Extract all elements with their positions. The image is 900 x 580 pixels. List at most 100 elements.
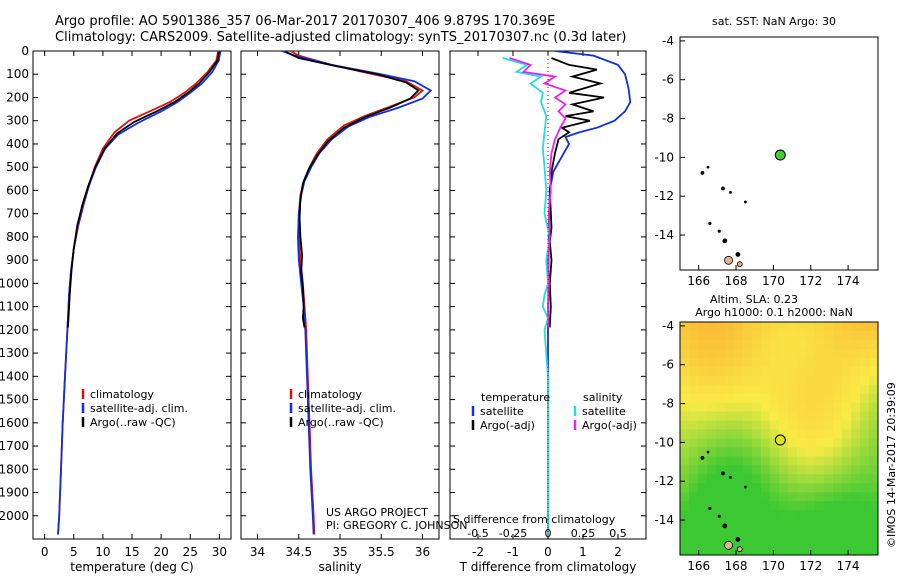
heat-cell: [797, 402, 807, 413]
heat-cell: [689, 438, 699, 449]
heat-cell: [752, 510, 762, 520]
heat-cell: [860, 438, 870, 449]
heat-cell: [761, 357, 771, 368]
heat-cell: [752, 546, 762, 555]
heat-cell: [860, 510, 870, 520]
heat-cell: [680, 465, 690, 475]
heat-cell: [806, 339, 816, 350]
heat-cell: [797, 348, 807, 359]
heat-cell: [734, 375, 744, 386]
heat-cell: [797, 420, 807, 431]
heat-cell: [716, 429, 726, 440]
legend-label: Argo(..raw -QC): [90, 416, 176, 429]
heat-cell: [797, 465, 807, 475]
heat-cell: [833, 322, 843, 332]
heat-cell: [806, 528, 816, 538]
heat-cell: [734, 528, 744, 538]
heat-cell: [734, 537, 744, 547]
heat-cell: [689, 420, 699, 431]
heat-cell: [842, 528, 852, 538]
heat-cell: [752, 393, 762, 404]
heat-cell: [815, 402, 825, 413]
heat-cell: [707, 474, 717, 484]
heat-cell: [725, 322, 735, 332]
heat-cell: [752, 492, 762, 502]
legend-label: satellite-adj. clim.: [90, 402, 188, 415]
heat-cell: [680, 429, 690, 440]
heat-cell: [743, 357, 753, 368]
sla_map-ytick-label: -8: [662, 397, 674, 411]
heat-cell: [860, 402, 870, 413]
heat-cell: [860, 366, 870, 377]
heat-cell: [824, 438, 834, 449]
heat-cell: [698, 474, 708, 484]
sst_map-ytick-label: -4: [662, 34, 674, 48]
heat-cell: [860, 474, 870, 484]
heat-cell: [698, 546, 708, 555]
heat-cell: [770, 411, 780, 422]
heat-cell: [815, 447, 825, 458]
heat-cell: [797, 519, 807, 529]
heat-cell: [824, 501, 834, 511]
heat-cell: [833, 384, 843, 395]
salinity-frame: [240, 50, 440, 540]
heat-cell: [806, 438, 816, 449]
heat-cell: [797, 501, 807, 511]
heat-cell: [770, 537, 780, 547]
heat-cell: [860, 429, 870, 440]
temperature-xtick-label: 0: [41, 545, 49, 559]
heat-cell: [716, 357, 726, 368]
heat-cell: [797, 546, 807, 555]
depth-tick-label: 1100: [0, 300, 29, 314]
sla_map-xtick-label: 168: [725, 559, 748, 573]
heat-cell: [761, 501, 771, 511]
heat-cell: [743, 465, 753, 475]
heat-cell: [851, 411, 861, 422]
heat-cell: [815, 420, 825, 431]
salinity-diff-label: S difference from climatology: [453, 513, 616, 526]
heat-cell: [725, 420, 735, 431]
heat-cell: [851, 537, 861, 547]
heat-cell: [815, 366, 825, 377]
heat-cell: [689, 519, 699, 529]
heat-cell: [824, 474, 834, 484]
sla_map-ytick-label: -10: [654, 435, 674, 449]
heat-cell: [770, 339, 780, 350]
sst_map-frame: [679, 36, 879, 271]
heat-cell: [869, 366, 878, 377]
depth-tick-label: 1900: [0, 486, 29, 500]
heat-cell: [806, 447, 816, 458]
heat-cell: [815, 501, 825, 511]
heat-cell: [824, 483, 834, 493]
island-icon: [722, 238, 728, 244]
heat-cell: [797, 456, 807, 466]
heat-cell: [788, 546, 798, 555]
heat-cell: [788, 519, 798, 529]
heat-cell: [725, 483, 735, 493]
heat-cell: [869, 483, 878, 493]
difference-xtick-label: 1: [579, 545, 587, 559]
heat-cell: [689, 492, 699, 502]
heat-cell: [788, 492, 798, 502]
heat-cell: [698, 357, 708, 368]
heat-cell: [815, 492, 825, 502]
heat-cell: [716, 528, 726, 538]
heat-cell: [833, 331, 843, 341]
profile-title: Argo profile: AO 5901386_357 06-Mar-2017…: [55, 14, 556, 29]
heat-cell: [770, 429, 780, 440]
heat-cell: [716, 420, 726, 431]
heat-cell: [725, 519, 735, 529]
heat-cell: [680, 322, 690, 332]
heat-cell: [752, 465, 762, 475]
heat-cell: [707, 384, 717, 395]
heat-cell: [707, 510, 717, 520]
heat-cell: [770, 447, 780, 458]
heat-cell: [806, 331, 816, 341]
heat-cell: [869, 402, 878, 413]
heat-cell: [689, 474, 699, 484]
heat-cell: [797, 393, 807, 404]
heat-cell: [716, 537, 726, 547]
island-icon: [735, 537, 741, 542]
heat-cell: [869, 528, 878, 538]
heat-cell: [851, 510, 861, 520]
